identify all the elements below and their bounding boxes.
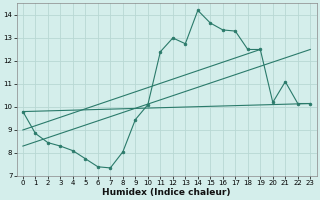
X-axis label: Humidex (Indice chaleur): Humidex (Indice chaleur) — [102, 188, 231, 197]
